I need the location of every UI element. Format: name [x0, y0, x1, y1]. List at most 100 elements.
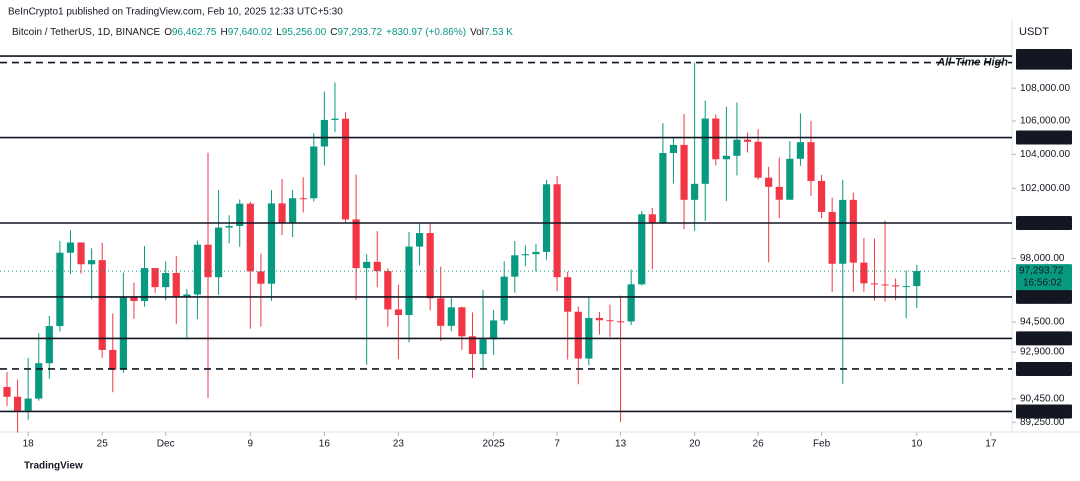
candle-body	[680, 144, 688, 200]
candle-body	[394, 309, 403, 316]
candle-body	[426, 233, 434, 299]
x-tick-label: 25	[97, 439, 109, 450]
candle-body	[278, 203, 286, 223]
x-tick-label: 17	[985, 439, 997, 450]
candle-body	[553, 184, 561, 278]
last-price-label: 97,293.72	[1019, 266, 1064, 277]
x-tick-label: 10	[911, 439, 923, 450]
candle-body	[331, 118, 339, 120]
candle-body	[754, 141, 762, 178]
candle-body	[542, 184, 551, 252]
candle-body	[341, 118, 350, 220]
level-label-box	[1016, 361, 1072, 376]
candle-body	[193, 244, 202, 295]
candle-body	[669, 144, 678, 153]
candle-body	[151, 268, 159, 288]
change: +830.97 (+0.86%)	[386, 27, 466, 38]
level-label: 89,800.00	[1019, 406, 1064, 417]
candle-body	[225, 225, 233, 228]
y-tick-label: 94,500.00	[1020, 317, 1065, 328]
candle-body	[405, 246, 413, 316]
candle-body	[468, 336, 477, 355]
candle-body	[691, 183, 699, 200]
ohlc-key: O	[164, 27, 172, 38]
x-tick-label: 20	[689, 439, 701, 450]
candle-body	[786, 158, 794, 200]
candle-body	[743, 139, 752, 142]
candle-body	[532, 251, 540, 255]
currency: USDT	[1019, 26, 1049, 38]
candle-body	[511, 255, 519, 277]
ohlc-key: C	[330, 27, 337, 38]
candle-body	[172, 273, 180, 298]
candle-body	[712, 118, 720, 160]
candle-body	[817, 180, 826, 212]
y-tick-label: 106,000.00	[1020, 116, 1070, 127]
candle-body	[892, 285, 900, 287]
level-label: 93,625.00	[1019, 333, 1064, 344]
x-tick-label: Feb	[813, 439, 831, 450]
ohlc-value: 95,256.00	[282, 27, 327, 38]
level-note: All-Time High	[936, 56, 1008, 68]
level-label-box	[1016, 215, 1072, 230]
candle-body	[140, 268, 149, 302]
countdown: 16:56:02	[1023, 278, 1062, 289]
x-tick-label: Dec	[157, 439, 175, 450]
x-tick-label: 13	[615, 439, 627, 450]
candle-body	[24, 398, 32, 411]
candle-body	[913, 271, 921, 287]
candle-body	[363, 261, 371, 269]
y-tick-label: 104,000.00	[1020, 149, 1070, 160]
candle-body	[881, 284, 889, 286]
candle-body	[807, 142, 815, 181]
logo: TradingView	[24, 461, 83, 472]
candle-body	[320, 119, 328, 147]
candle-body	[35, 363, 43, 399]
candle-body	[648, 214, 656, 224]
y-tick-label: 102,000.00	[1020, 183, 1070, 194]
candle-body	[902, 286, 910, 288]
x-tick-label: 18	[23, 439, 35, 450]
candle-body	[3, 386, 11, 397]
candle-body	[490, 320, 498, 340]
symbol-line: Bitcoin / TetherUS, 1D, BINANCE O96,462.7…	[12, 27, 513, 38]
candle-body	[130, 297, 138, 302]
x-tick-label: 7	[554, 439, 560, 450]
candle-body	[162, 273, 170, 288]
level-label: 109,588.00	[1019, 57, 1069, 68]
candle-body	[98, 260, 106, 350]
x-tick-label: 9	[248, 439, 254, 450]
candle-body	[479, 339, 487, 355]
y-tick-label: 90,450.00	[1020, 393, 1065, 404]
candle-body	[384, 271, 392, 310]
candle-body	[500, 276, 508, 321]
y-tick-label: 108,000.00	[1020, 83, 1070, 94]
candle-body	[373, 261, 381, 272]
candle-body	[796, 142, 805, 159]
level-label-box	[1016, 289, 1072, 304]
x-tick-label: 2025	[483, 439, 506, 450]
symbol: Bitcoin / TetherUS, 1D, BINANCE	[12, 27, 161, 38]
candle-body	[775, 186, 783, 200]
ohlc-value: 97,640.02	[228, 27, 273, 38]
candle-body	[257, 271, 265, 284]
candle-body	[860, 262, 868, 284]
candle-body	[606, 320, 614, 322]
x-tick-label: 26	[753, 439, 765, 450]
ohlc-key: H	[220, 27, 227, 38]
candle-body	[45, 326, 53, 364]
candle-body	[289, 198, 297, 223]
candle-body	[437, 298, 445, 326]
x-tick-label: 23	[393, 439, 405, 450]
candle-body	[733, 139, 741, 156]
candle-body	[722, 155, 730, 160]
candle-body	[13, 396, 22, 411]
y-tick-label: 92,900.00	[1020, 347, 1065, 358]
level-label: 95,869.29	[1019, 292, 1064, 303]
publisher: BeInCrypto1 published on TradingView.com…	[8, 7, 343, 18]
level-label-box	[1016, 404, 1072, 419]
candle-body	[310, 146, 318, 199]
ohlc-value: 97,293.72	[338, 27, 383, 38]
candle-body	[246, 203, 254, 272]
